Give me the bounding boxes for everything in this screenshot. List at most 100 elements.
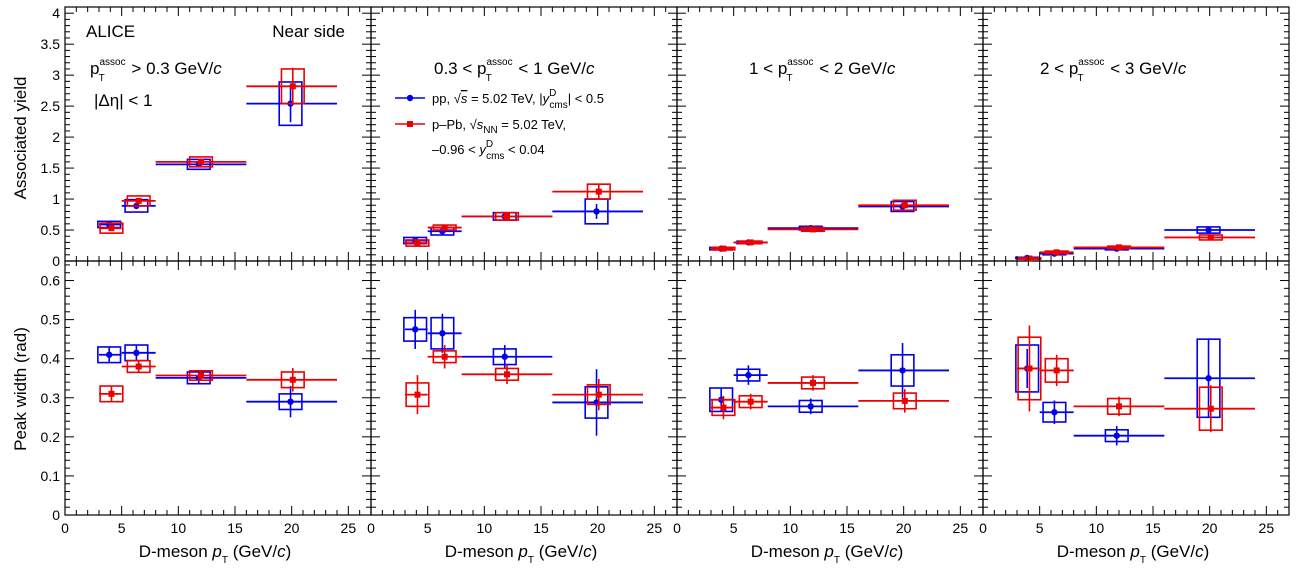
region-label: Near side [272, 22, 345, 41]
y-tick-label: 1.5 [41, 160, 61, 176]
data-point-ppb [198, 158, 204, 165]
x-tick-label: 20 [896, 520, 912, 536]
data-point-ppb [595, 391, 602, 398]
data-point-ppb [1053, 249, 1060, 256]
legend-label-ppb-2: –0.96 < yD cms < 0.04 [432, 139, 545, 162]
x-tick-label: 20 [284, 520, 300, 536]
panel-title-1: passoc T > 0.3 GeV/c [90, 57, 222, 84]
data-point-ppb [810, 379, 816, 386]
x-tick-label: 10 [1089, 520, 1105, 536]
x-tick-label: 15 [533, 520, 549, 536]
y-tick-label: 2 [52, 129, 60, 145]
data-point-ppb [441, 353, 448, 360]
syst-box-pp [890, 200, 915, 213]
legend-label-pp: pp, √s = 5.02 TeV, |yD cms| < 0.5 [432, 88, 604, 111]
data-point-ppb [747, 398, 754, 405]
legend-marker-ppb [407, 121, 413, 127]
panel-frame [982, 6, 1290, 262]
data-point-ppb [1116, 244, 1122, 251]
x-tick-label: 10 [171, 520, 187, 536]
y-tick-label: 3 [52, 67, 60, 83]
data-point-pp [1051, 409, 1058, 416]
y-tick-label: 3.5 [41, 36, 61, 52]
x-tick-label: 25 [341, 520, 357, 536]
x-tick-label: 10 [477, 520, 493, 536]
data-point-ppb [135, 363, 142, 370]
data-point-pp [1205, 375, 1212, 382]
syst-box-pPb [892, 199, 917, 212]
panel-frames [64, 6, 1290, 516]
x-axis-title: D-meson pT (GeV/c) [139, 542, 292, 566]
y-tick-label: 0.3 [41, 390, 61, 406]
x-tick-label: 15 [839, 520, 855, 536]
y-tick-label: 0.6 [41, 273, 61, 289]
x-tick-label: 10 [783, 520, 799, 536]
x-tick-label: 5 [118, 520, 126, 536]
rapidity-cut-label: |Δη| < 1 [94, 91, 152, 110]
syst-box-pPb [99, 222, 124, 234]
x-tick-label: 25 [1259, 520, 1275, 536]
panel-title-4: 2 < passoc T < 3 GeV/c [1040, 57, 1187, 84]
data-point-pp [899, 367, 906, 374]
panel-title-2: 0.3 < passoc T < 1 GeV/c [434, 57, 595, 84]
data-point-pp [439, 330, 446, 337]
panel-frame [982, 260, 1290, 516]
y-tick-label: 0 [52, 507, 60, 523]
x-tick-label: 25 [953, 520, 969, 536]
x-tick-label: 0 [61, 520, 69, 536]
legend-label-ppb-1: p–Pb, √sNN = 5.02 TeV, [432, 117, 566, 136]
experiment-label: ALICE [86, 22, 135, 41]
data-point-ppb [198, 372, 204, 379]
data-point-ppb [504, 213, 510, 220]
panel-frame [370, 6, 678, 262]
y-tick-label: 0.5 [41, 312, 61, 328]
y-tick-label: 2.5 [41, 98, 61, 114]
data-point-pp [501, 353, 508, 360]
syst-box-pPb [188, 370, 214, 381]
y-tick-label: 0 [52, 253, 60, 269]
data-point-pp [412, 326, 419, 333]
x-tick-label: 0 [367, 520, 375, 536]
x-axis-title: D-meson pT (GeV/c) [751, 542, 904, 566]
syst-box-pPb [405, 239, 430, 247]
data-point-ppb [1026, 255, 1033, 262]
x-tick-label: 5 [424, 520, 432, 536]
y-tick-label: 1 [52, 191, 60, 207]
data-point-ppb [720, 404, 727, 411]
data-point-ppb [289, 376, 296, 383]
data-point-pp [106, 351, 113, 358]
syst-box-pPb [126, 195, 151, 207]
panel-title-3: 1 < passoc T < 2 GeV/c [749, 57, 896, 84]
data-point-ppb [901, 397, 908, 404]
y-tick-label: 0.4 [41, 351, 61, 367]
data-point-ppb [720, 245, 727, 252]
x-tick-label: 0 [673, 520, 681, 536]
syst-box-pPb [494, 211, 520, 221]
data-point-ppb [108, 225, 115, 232]
x-axis-title: D-meson pT (GeV/c) [1057, 542, 1210, 566]
data-point-ppb [901, 202, 908, 209]
data-point-pp [593, 208, 600, 215]
panel-frame [676, 6, 984, 262]
x-axis-titles: D-meson pT (GeV/c) D-meson pT (GeV/c) D-me… [139, 542, 1210, 566]
legend: pp, √s = 5.02 TeV, |yD cms| < 0.5 p–Pb, √… [395, 88, 604, 162]
x-tick-label: 15 [1145, 520, 1161, 536]
data-point-pp [133, 349, 140, 357]
y-tick-label: 0.2 [41, 429, 61, 445]
x-tick-label: 20 [590, 520, 606, 536]
x-tick-label: 5 [730, 520, 738, 536]
x-tick-label: 0 [979, 520, 987, 536]
data-point-ppb [441, 224, 448, 231]
data-point-pp [1113, 432, 1120, 439]
y-tick-label: 4 [52, 5, 60, 21]
data-point-pp [1205, 226, 1212, 234]
data-point-ppb [810, 226, 816, 233]
data-point-ppb [1207, 234, 1214, 241]
data-point-ppb [747, 239, 754, 246]
data-point-ppb [1207, 405, 1214, 412]
data-point-pp [287, 398, 294, 405]
legend-marker-pp [406, 94, 414, 102]
y-axis-title-width: Peak width (rad) [11, 327, 30, 451]
data-point-ppb [1116, 403, 1122, 410]
syst-box-pPb [188, 156, 214, 168]
